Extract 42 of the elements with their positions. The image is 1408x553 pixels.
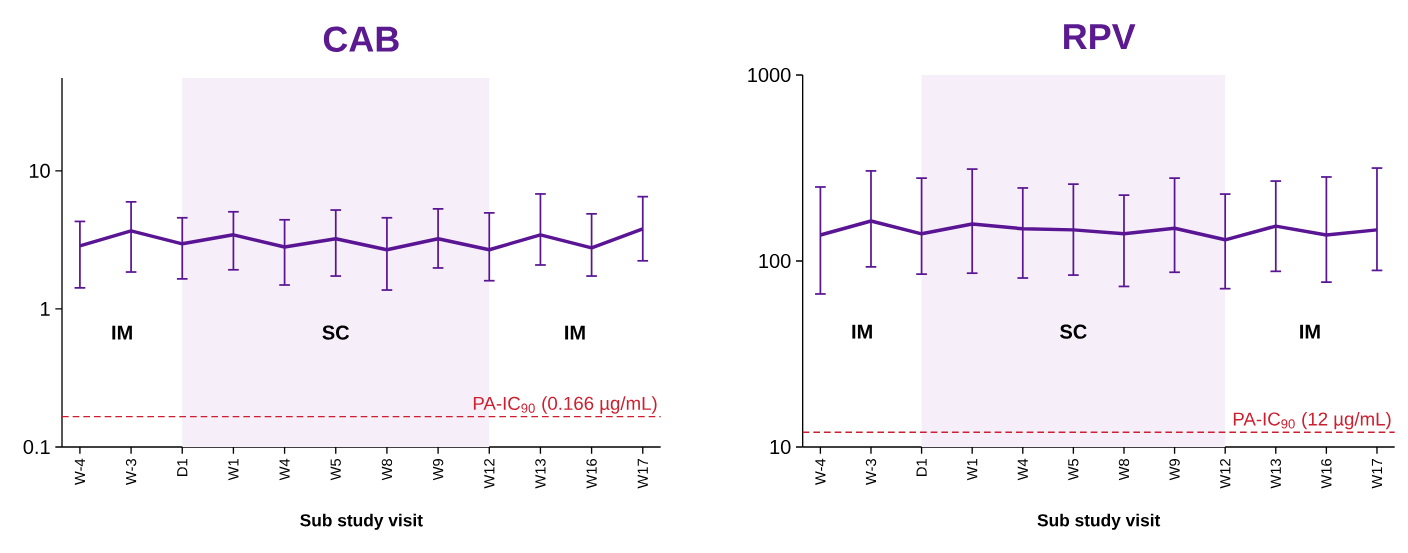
ref-line-label: PA-IC$_{90}$ (0.166 µg/mL) bbox=[473, 396, 657, 414]
x-tick-label: D1 bbox=[177, 459, 188, 476]
annotation: IM bbox=[565, 325, 585, 340]
y-tick-label: 1000 bbox=[748, 67, 791, 83]
x-tick-label: W17 bbox=[637, 459, 648, 489]
x-tick-label: W-4 bbox=[74, 458, 85, 485]
x-tick-label: W1 bbox=[967, 459, 978, 481]
x-axis-title: Sub study visit bbox=[300, 513, 423, 530]
y-tick-label: 100 bbox=[759, 253, 791, 269]
band-label: SC bbox=[322, 325, 350, 340]
chart-title: CAB bbox=[323, 26, 399, 52]
band-label: SC bbox=[1060, 324, 1087, 339]
x-tick-label: W4 bbox=[279, 458, 290, 481]
chart-title: RPV bbox=[1064, 24, 1136, 49]
x-tick-label: W8 bbox=[1118, 459, 1130, 481]
ref-line-label: PA-IC$_{90}$ (12 µg/mL) bbox=[1233, 411, 1391, 430]
x-tick-label: W12 bbox=[484, 459, 495, 489]
x-axis-title: Sub study visit bbox=[1037, 513, 1161, 530]
x-tick-label: D1 bbox=[916, 459, 927, 476]
x-tick-label: W9 bbox=[1169, 459, 1180, 481]
y-tick-label: 1 bbox=[41, 302, 50, 316]
annotation: IM bbox=[112, 325, 132, 340]
y-tick-label: 0.1 bbox=[23, 439, 50, 455]
x-tick-label: W16 bbox=[1321, 459, 1332, 489]
x-tick-label: W-3 bbox=[865, 459, 877, 485]
x-tick-label: W4 bbox=[1017, 458, 1028, 481]
x-tick-label: W9 bbox=[432, 459, 444, 481]
x-tick-label: W13 bbox=[535, 459, 546, 489]
x-tick-label: W5 bbox=[330, 459, 341, 481]
y-tick-label: 10 bbox=[29, 163, 50, 178]
x-tick-label: W13 bbox=[1270, 459, 1281, 489]
annotation: IM bbox=[1300, 324, 1320, 339]
y-tick-label: 10 bbox=[770, 439, 791, 455]
annotation: IM bbox=[852, 324, 872, 339]
x-tick-label: W-4 bbox=[815, 458, 826, 485]
x-tick-label: W5 bbox=[1068, 459, 1079, 481]
x-tick-label: W8 bbox=[381, 459, 393, 481]
x-tick-label: W1 bbox=[228, 459, 239, 481]
x-tick-label: W-3 bbox=[125, 459, 137, 485]
x-tick-label: W12 bbox=[1220, 459, 1231, 489]
x-tick-label: W17 bbox=[1371, 459, 1383, 489]
x-tick-label: W16 bbox=[586, 459, 597, 489]
